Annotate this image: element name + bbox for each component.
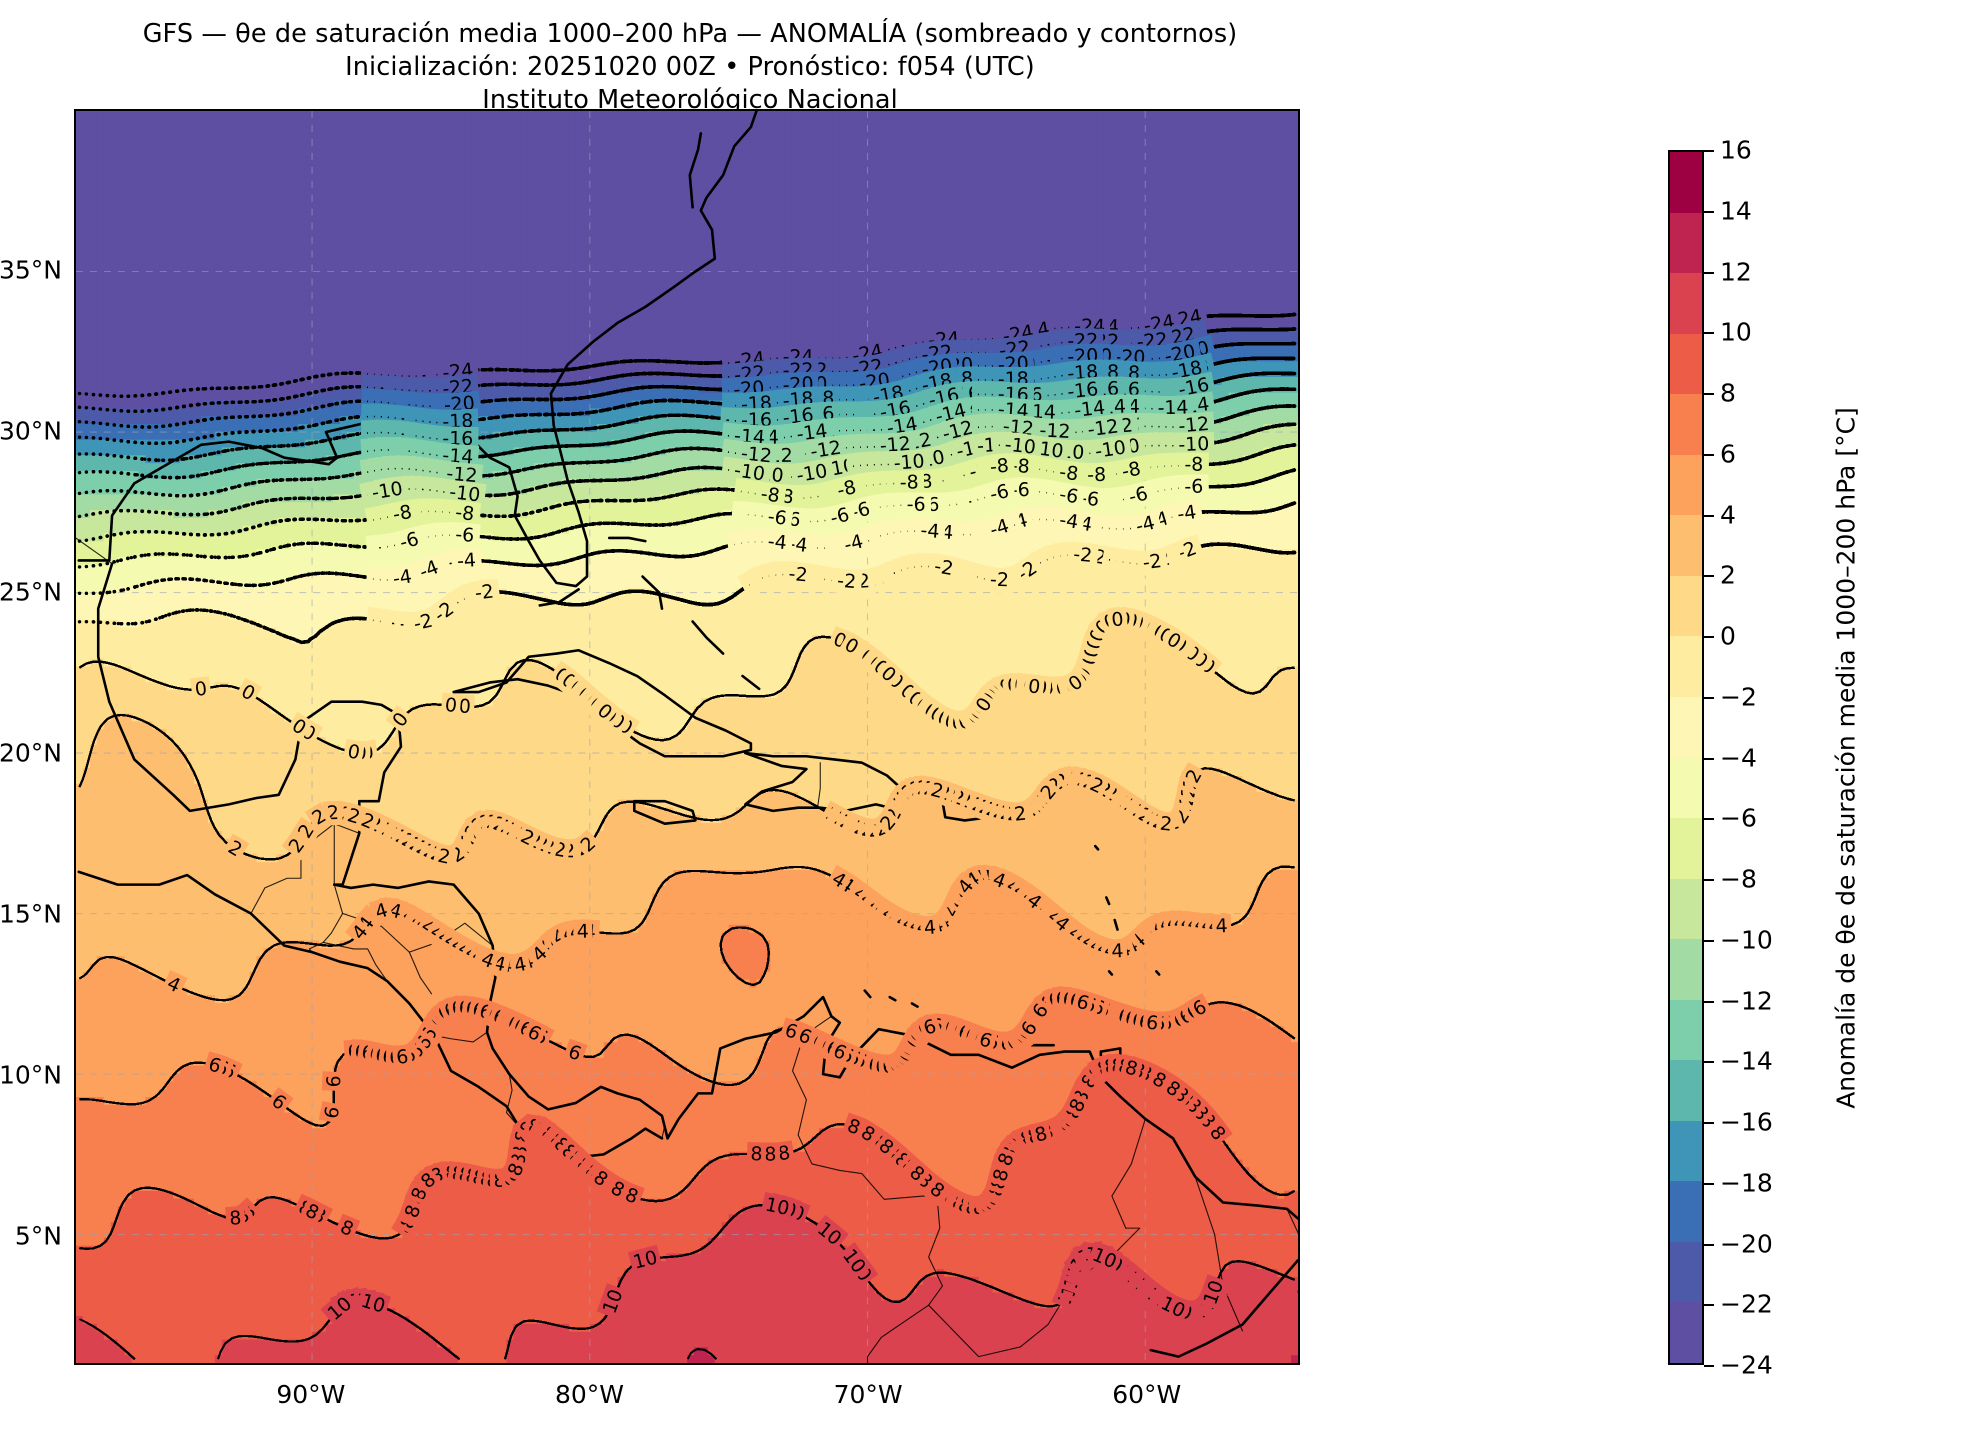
colorbar-band <box>1670 1242 1702 1303</box>
colorbar-band <box>1670 697 1702 758</box>
colorbar-tick-label: −16 <box>1720 1108 1773 1137</box>
colorbar-tick-label: −12 <box>1720 986 1773 1015</box>
colorbar-tick <box>1704 1365 1714 1367</box>
colorbar-tick-label: 4 <box>1720 500 1736 529</box>
colorbar-tick <box>1704 454 1714 456</box>
colorbar-bands <box>1668 150 1704 1365</box>
colorbar-tick <box>1704 1244 1714 1246</box>
colorbar-tick-label: 16 <box>1720 136 1752 165</box>
colorbar-band <box>1670 1000 1702 1061</box>
colorbar-tick-label: 12 <box>1720 257 1752 286</box>
colorbar-tick <box>1704 1061 1714 1063</box>
colorbar-tick-label: 10 <box>1720 318 1752 347</box>
colorbar-tick <box>1704 1001 1714 1003</box>
colorbar-tick <box>1704 758 1714 760</box>
colorbar-band <box>1670 636 1702 697</box>
colorbar-tick <box>1704 393 1714 395</box>
colorbar-tick-label: −14 <box>1720 1047 1773 1076</box>
colorbar-band <box>1670 1181 1702 1242</box>
colorbar-tick <box>1704 272 1714 274</box>
longitude-tick-label: 70°W <box>834 1380 903 1409</box>
colorbar-band <box>1670 1121 1702 1182</box>
colorbar-tick-label: −8 <box>1720 865 1757 894</box>
colorbar-band <box>1670 1302 1702 1363</box>
colorbar-tick-label: 0 <box>1720 622 1736 651</box>
colorbar-tick-label: −22 <box>1720 1290 1773 1319</box>
colorbar-tick-label: 14 <box>1720 196 1752 225</box>
colorbar-tick-label: −2 <box>1720 682 1757 711</box>
longitude-tick-label: 60°W <box>1112 1380 1181 1409</box>
colorbar-band <box>1670 152 1702 213</box>
colorbar-axis-label: Anomalía de θe de saturación media 1000–… <box>1826 150 1866 1365</box>
colorbar-tick-label: 6 <box>1720 439 1736 468</box>
colorbar-band <box>1670 394 1702 455</box>
longitude-tick-label: 90°W <box>276 1380 345 1409</box>
colorbar-tick <box>1704 818 1714 820</box>
colorbar-band <box>1670 879 1702 940</box>
colorbar-tick <box>1704 940 1714 942</box>
colorbar-band <box>1670 939 1702 1000</box>
colorbar-tick <box>1704 150 1714 152</box>
colorbar-tick-label: −20 <box>1720 1229 1773 1258</box>
colorbar-tick-label: 8 <box>1720 379 1736 408</box>
colorbar-tick <box>1704 515 1714 517</box>
colorbar-band <box>1670 273 1702 334</box>
colorbar-band <box>1670 757 1702 818</box>
colorbar-tick <box>1704 1304 1714 1306</box>
colorbar-tick <box>1704 1183 1714 1185</box>
colorbar-tick <box>1704 636 1714 638</box>
colorbar-band <box>1670 576 1702 637</box>
colorbar-band <box>1670 515 1702 576</box>
colorbar-tick <box>1704 575 1714 577</box>
colorbar-band <box>1670 334 1702 395</box>
colorbar[interactable]: 16 14 12 10 8 6 4 2 0 −2 −4 −6 −8 −10 −12 −14 −16 −18 −20−… <box>1668 150 1704 1365</box>
colorbar-tick-label: −4 <box>1720 743 1757 772</box>
colorbar-band <box>1670 1060 1702 1121</box>
colorbar-tick <box>1704 332 1714 334</box>
colorbar-tick-label: −6 <box>1720 804 1757 833</box>
colorbar-band <box>1670 455 1702 516</box>
longitude-tick-label: 80°W <box>555 1380 624 1409</box>
colorbar-band <box>1670 818 1702 879</box>
colorbar-tick-label: −24 <box>1720 1351 1773 1380</box>
colorbar-tick-label: −18 <box>1720 1168 1773 1197</box>
colorbar-tick-label: −10 <box>1720 925 1773 954</box>
colorbar-tick <box>1704 879 1714 881</box>
colorbar-band <box>1670 213 1702 274</box>
colorbar-tick-label: 2 <box>1720 561 1736 590</box>
colorbar-label-text: Anomalía de θe de saturación media 1000–… <box>1832 407 1861 1109</box>
colorbar-tick <box>1704 697 1714 699</box>
colorbar-tick <box>1704 1122 1714 1124</box>
colorbar-tick <box>1704 211 1714 213</box>
